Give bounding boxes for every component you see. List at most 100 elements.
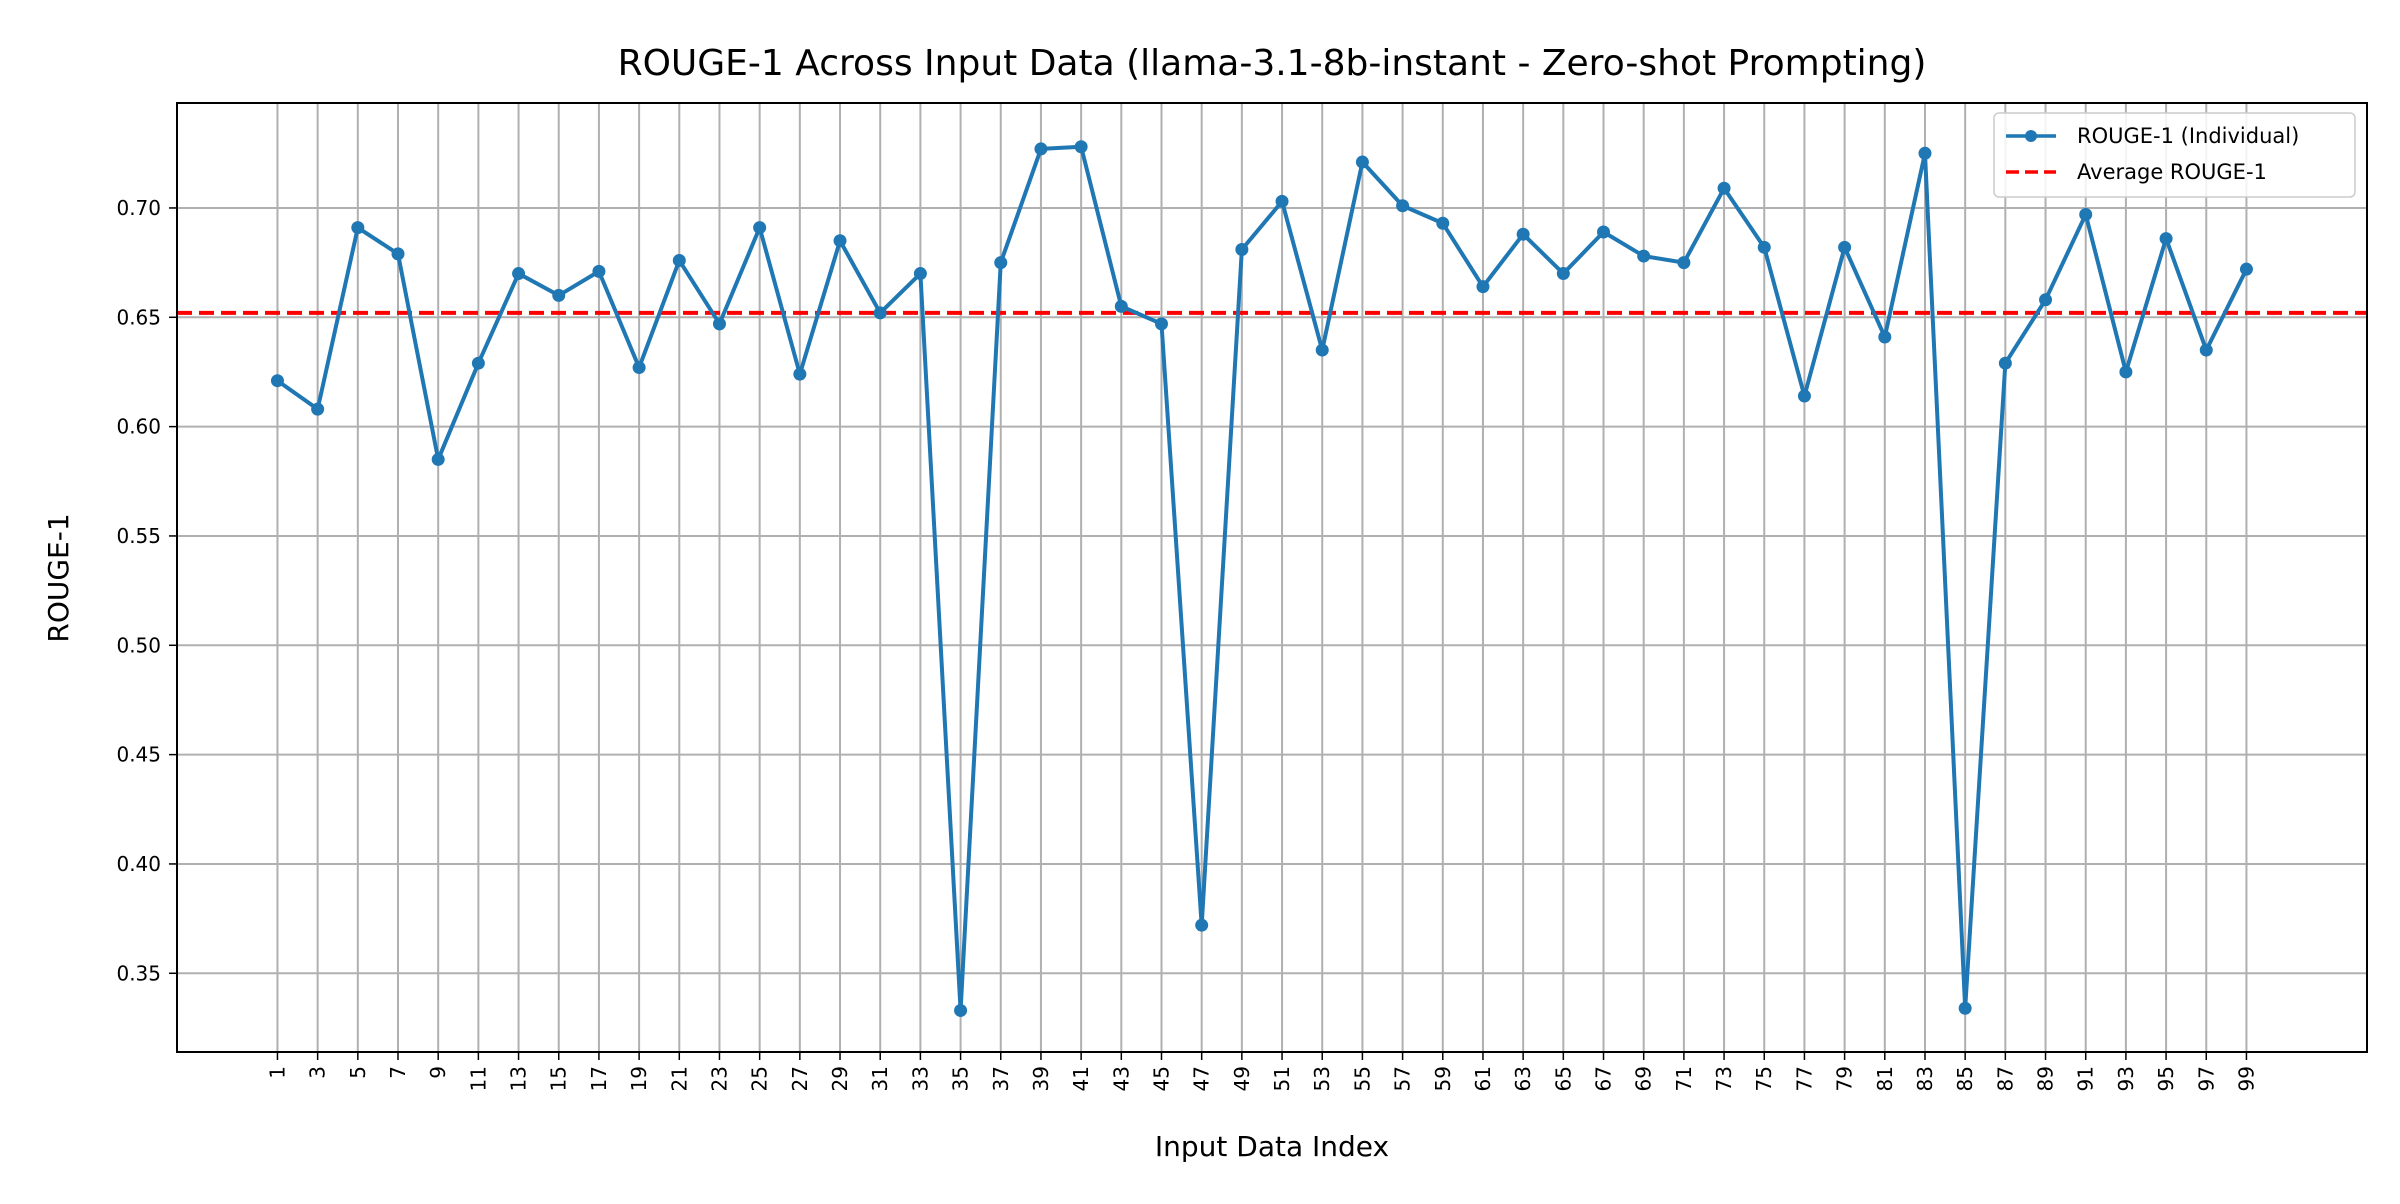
data-point [793,367,807,381]
x-tick-label: 67 [1592,1066,1616,1091]
data-point [1918,146,1932,160]
data-point [351,221,365,235]
data-point [833,234,847,248]
y-tick-label: 0.70 [116,196,161,220]
x-tick-label: 91 [2074,1066,2098,1091]
y-tick-label: 0.65 [116,305,161,329]
data-point [2239,262,2253,276]
x-tick-label: 61 [1471,1066,1495,1091]
data-point [672,253,686,267]
x-tick-label: 75 [1752,1066,1776,1091]
chart-title: ROUGE-1 Across Input Data (llama-3.1-8b-… [618,43,1927,84]
x-tick-label: 1 [265,1066,289,1079]
y-tick-label: 0.35 [116,961,161,985]
x-tick-label: 19 [627,1066,651,1091]
x-tick-label: 37 [989,1066,1013,1091]
x-tick-label: 41 [1069,1066,1093,1091]
x-tick-label: 9 [426,1066,450,1079]
legend-series-label: ROUGE-1 (Individual) [2077,124,2299,148]
x-tick-label: 3 [306,1066,330,1079]
x-tick-label: 63 [1511,1066,1535,1091]
x-tick-label: 95 [2154,1066,2178,1091]
x-tick-label: 81 [1873,1066,1897,1091]
legend-box [1993,112,2356,198]
data-point [1637,249,1651,263]
data-point [2039,293,2053,307]
x-tick-label: 5 [346,1066,370,1079]
x-tick-label: 31 [868,1066,892,1091]
x-tick-label: 35 [949,1066,973,1091]
data-point [391,247,405,261]
data-point [712,317,726,331]
data-point [471,356,485,370]
data-point [1677,256,1691,270]
data-point [1195,918,1209,932]
data-point [1838,240,1852,254]
data-point [2199,343,2213,357]
data-point [431,452,445,466]
x-tick-label: 59 [1431,1066,1455,1091]
x-tick-label: 13 [507,1066,531,1091]
x-tick-label: 93 [2114,1066,2138,1091]
x-tick-label: 53 [1310,1066,1334,1091]
data-point [1998,356,2012,370]
x-tick-label: 29 [828,1066,852,1091]
x-tick-label: 15 [547,1066,571,1091]
data-point [753,221,767,235]
data-point [1315,343,1329,357]
x-tick-label: 55 [1350,1066,1374,1091]
y-tick-label: 0.55 [116,524,161,548]
x-tick-label: 33 [908,1066,932,1091]
data-point [552,288,566,302]
data-point [994,256,1008,270]
x-tick-label: 21 [667,1066,691,1091]
x-tick-label: 85 [1953,1066,1977,1091]
x-tick-label: 57 [1391,1066,1415,1091]
data-point [1476,280,1490,294]
x-tick-label: 71 [1672,1066,1696,1091]
x-tick-label: 83 [1913,1066,1937,1091]
x-tick-label: 79 [1833,1066,1857,1091]
y-axis-label: ROUGE-1 [42,513,75,642]
legend: ROUGE-1 (Individual) Average ROUGE-1 [1993,112,2356,198]
x-tick-label: 23 [707,1066,731,1091]
x-tick-label: 89 [2034,1066,2058,1091]
y-tick-label: 0.45 [116,743,161,767]
x-tick-label: 17 [587,1066,611,1091]
data-point [1597,225,1611,239]
data-point [1074,140,1088,154]
x-tick-label: 73 [1712,1066,1736,1091]
data-point [1958,1001,1972,1015]
x-tick-label: 7 [386,1066,410,1079]
x-tick-label: 45 [1149,1066,1173,1091]
x-tick-label: 97 [2194,1066,2218,1091]
data-point [632,361,646,375]
x-tick-label: 27 [788,1066,812,1091]
data-point [1797,389,1811,403]
data-point [1114,299,1128,313]
data-point [2119,365,2133,379]
data-point [270,374,284,388]
data-point [1436,216,1450,230]
x-tick-label: 87 [1993,1066,2017,1091]
data-point [1516,227,1530,241]
data-point [1275,194,1289,208]
plot-frame [176,102,2368,1053]
data-point [1355,155,1369,169]
legend-series-marker [2025,130,2037,142]
x-tick-label: 25 [748,1066,772,1091]
data-point [873,306,887,320]
legend-average-label: Average ROUGE-1 [2077,160,2267,184]
tick-layer: 1 3 5 7 9 11 13 15 17 19 21 23 25 27 29 31 33 35 37 39 41 43 4… [116,196,2258,1091]
series-layer [270,140,2253,1017]
x-tick-label: 77 [1792,1066,1816,1091]
x-tick-label: 47 [1190,1066,1214,1091]
data-point [1235,243,1249,257]
data-point [913,267,927,281]
data-point [512,267,526,281]
data-point [2079,208,2093,222]
data-point [1034,142,1048,156]
